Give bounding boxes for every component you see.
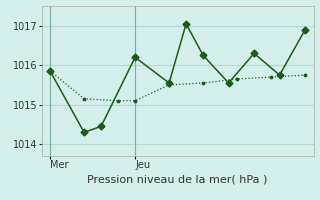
X-axis label: Pression niveau de la mer( hPa ): Pression niveau de la mer( hPa ): [87, 174, 268, 184]
